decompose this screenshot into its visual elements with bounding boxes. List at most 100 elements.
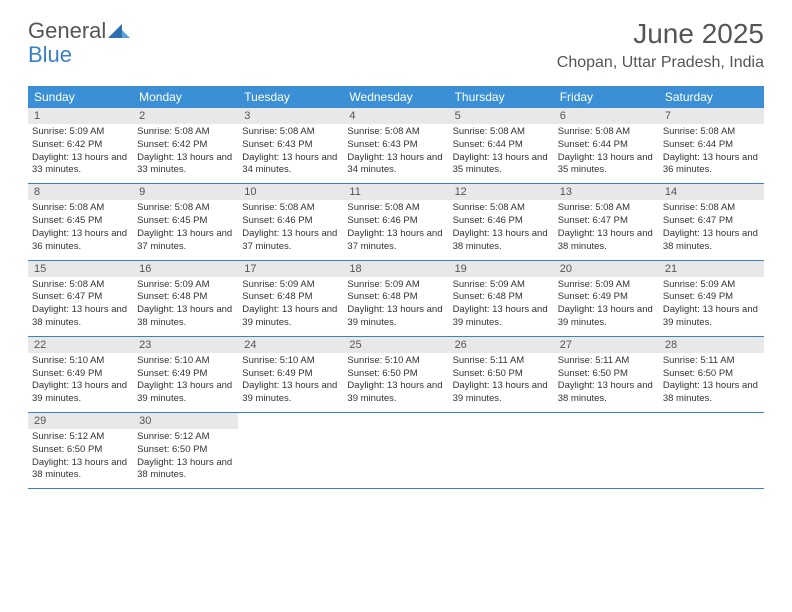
day-cell: 22 Sunrise: 5:10 AMSunset: 6:49 PMDayligh… (28, 337, 133, 412)
day-number: 15 (28, 261, 133, 277)
day-cell: 8Sunrise: 5:08 AMSunset: 6:45 PMDaylight… (28, 184, 133, 259)
day-detail: Sunrise: 5:08 AMSunset: 6:46 PMDaylight:… (238, 202, 343, 253)
logo: General (28, 18, 130, 44)
daylight-line: Daylight: 13 hours and 35 minutes. (558, 152, 655, 178)
day-number: 14 (659, 184, 764, 200)
week-row: 22Sunrise: 5:10 AMSunset: 6:49 PMDayligh… (28, 337, 764, 413)
day-cell: 26Sunrise: 5:11 AMSunset: 6:50 PMDayligh… (449, 337, 554, 412)
day-number: 29 (28, 413, 133, 429)
sunset-line: Sunset: 6:42 PM (32, 139, 129, 152)
day-detail: Sunrise: 5:08 AMSunset: 6:47 PMDaylight:… (554, 202, 659, 253)
sunrise-line: Sunrise: 5:09 AM (453, 279, 550, 292)
day-number: 4 (343, 108, 448, 124)
day-number: 25 (343, 337, 448, 353)
day-cell: 2Sunrise: 5:08 AMSunset: 6:42 PMDaylight… (133, 108, 238, 183)
sunset-line: Sunset: 6:45 PM (137, 215, 234, 228)
sunset-line: Sunset: 6:50 PM (32, 444, 129, 457)
day-detail: Sunrise: 5:10 AMSunset: 6:49 PMDaylight:… (238, 355, 343, 406)
day-cell: 13Sunrise: 5:08 AMSunset: 6:47 PMDayligh… (554, 184, 659, 259)
day-header: Friday (554, 86, 659, 108)
sunrise-line: Sunrise: 5:08 AM (453, 202, 550, 215)
day-cell: 25 Sunrise: 5:10 AMSunset: 6:50 PMDayligh… (343, 337, 448, 412)
daylight-line: Daylight: 13 hours and 39 minutes. (347, 380, 444, 406)
day-number: 3 (238, 108, 343, 124)
day-detail: Sunrise: 5:09 AMSunset: 6:49 PMDaylight:… (659, 279, 764, 330)
sunset-line: Sunset: 6:44 PM (663, 139, 760, 152)
day-cell: 17 Sunrise: 5:09 AMSunset: 6:48 PMDayligh… (238, 261, 343, 336)
day-detail: Sunrise: 5:08 AMSunset: 6:44 PMDaylight:… (554, 126, 659, 177)
sunrise-line: Sunrise: 5:09 AM (242, 279, 339, 292)
day-number: 23 (133, 337, 238, 353)
day-cell: . (449, 413, 554, 488)
day-number: 17 (238, 261, 343, 277)
week-row: 29Sunrise: 5:12 AMSunset: 6:50 PMDayligh… (28, 413, 764, 489)
week-row: 8Sunrise: 5:08 AMSunset: 6:45 PMDaylight… (28, 184, 764, 260)
title-block: June 2025 Chopan, Uttar Pradesh, India (557, 18, 764, 72)
sunset-line: Sunset: 6:49 PM (663, 291, 760, 304)
day-number: 12 (449, 184, 554, 200)
day-detail: Sunrise: 5:10 AMSunset: 6:50 PMDaylight:… (343, 355, 448, 406)
sunrise-line: Sunrise: 5:09 AM (347, 279, 444, 292)
sunrise-line: Sunrise: 5:09 AM (558, 279, 655, 292)
sunset-line: Sunset: 6:47 PM (663, 215, 760, 228)
day-number: 2 (133, 108, 238, 124)
day-cell: 20Sunrise: 5:09 AMSunset: 6:49 PMDayligh… (554, 261, 659, 336)
sunset-line: Sunset: 6:48 PM (137, 291, 234, 304)
sunset-line: Sunset: 6:50 PM (663, 368, 760, 381)
sunset-line: Sunset: 6:48 PM (453, 291, 550, 304)
daylight-line: Daylight: 13 hours and 39 minutes. (137, 380, 234, 406)
day-cell: 15Sunrise: 5:08 AMSunset: 6:47 PMDayligh… (28, 261, 133, 336)
day-cell: 4Sunrise: 5:08 AMSunset: 6:43 PMDaylight… (343, 108, 448, 183)
day-number: 19 (449, 261, 554, 277)
day-number: 9 (133, 184, 238, 200)
day-cell: 12Sunrise: 5:08 AMSunset: 6:46 PMDayligh… (449, 184, 554, 259)
sunset-line: Sunset: 6:43 PM (242, 139, 339, 152)
day-cell: 3Sunrise: 5:08 AMSunset: 6:43 PMDaylight… (238, 108, 343, 183)
daylight-line: Daylight: 13 hours and 39 minutes. (558, 304, 655, 330)
day-number: 5 (449, 108, 554, 124)
day-header: Monday (133, 86, 238, 108)
day-detail: Sunrise: 5:10 AMSunset: 6:49 PMDaylight:… (28, 355, 133, 406)
day-number: 7 (659, 108, 764, 124)
sunrise-line: Sunrise: 5:11 AM (453, 355, 550, 368)
sunset-line: Sunset: 6:49 PM (558, 291, 655, 304)
calendar: SundayMondayTuesdayWednesdayThursdayFrid… (28, 86, 764, 489)
day-number: 1 (28, 108, 133, 124)
daylight-line: Daylight: 13 hours and 38 minutes. (32, 304, 129, 330)
sunrise-line: Sunrise: 5:08 AM (242, 202, 339, 215)
header: General June 2025 Chopan, Uttar Pradesh,… (0, 0, 792, 78)
daylight-line: Daylight: 13 hours and 38 minutes. (32, 457, 129, 483)
day-number: 8 (28, 184, 133, 200)
day-detail: Sunrise: 5:09 AMSunset: 6:48 PMDaylight:… (238, 279, 343, 330)
day-number: 22 (28, 337, 133, 353)
daylight-line: Daylight: 13 hours and 34 minutes. (347, 152, 444, 178)
daylight-line: Daylight: 13 hours and 36 minutes. (32, 228, 129, 254)
sunrise-line: Sunrise: 5:09 AM (32, 126, 129, 139)
day-header: Saturday (659, 86, 764, 108)
day-number: 28 (659, 337, 764, 353)
sunrise-line: Sunrise: 5:10 AM (242, 355, 339, 368)
daylight-line: Daylight: 13 hours and 33 minutes. (32, 152, 129, 178)
daylight-line: Daylight: 13 hours and 33 minutes. (137, 152, 234, 178)
day-detail: Sunrise: 5:09 AMSunset: 6:49 PMDaylight:… (554, 279, 659, 330)
day-cell: . (343, 413, 448, 488)
day-header: Tuesday (238, 86, 343, 108)
sunrise-line: Sunrise: 5:10 AM (137, 355, 234, 368)
location-label: Chopan, Uttar Pradesh, India (557, 54, 764, 72)
day-cell: 16Sunrise: 5:09 AMSunset: 6:48 PMDayligh… (133, 261, 238, 336)
day-cell: 21 Sunrise: 5:09 AMSunset: 6:49 PMDayligh… (659, 261, 764, 336)
page-title: June 2025 (557, 18, 764, 50)
sunrise-line: Sunrise: 5:08 AM (137, 202, 234, 215)
day-cell: 27Sunrise: 5:11 AMSunset: 6:50 PMDayligh… (554, 337, 659, 412)
sunset-line: Sunset: 6:47 PM (558, 215, 655, 228)
daylight-line: Daylight: 13 hours and 39 minutes. (32, 380, 129, 406)
day-number: 11 (343, 184, 448, 200)
sunrise-line: Sunrise: 5:08 AM (453, 126, 550, 139)
day-cell: 28Sunrise: 5:11 AMSunset: 6:50 PMDayligh… (659, 337, 764, 412)
day-cell: 14Sunrise: 5:08 AMSunset: 6:47 PMDayligh… (659, 184, 764, 259)
sunset-line: Sunset: 6:49 PM (32, 368, 129, 381)
day-cell: . (554, 413, 659, 488)
day-detail: Sunrise: 5:08 AMSunset: 6:44 PMDaylight:… (449, 126, 554, 177)
day-number: 16 (133, 261, 238, 277)
day-number: 21 (659, 261, 764, 277)
